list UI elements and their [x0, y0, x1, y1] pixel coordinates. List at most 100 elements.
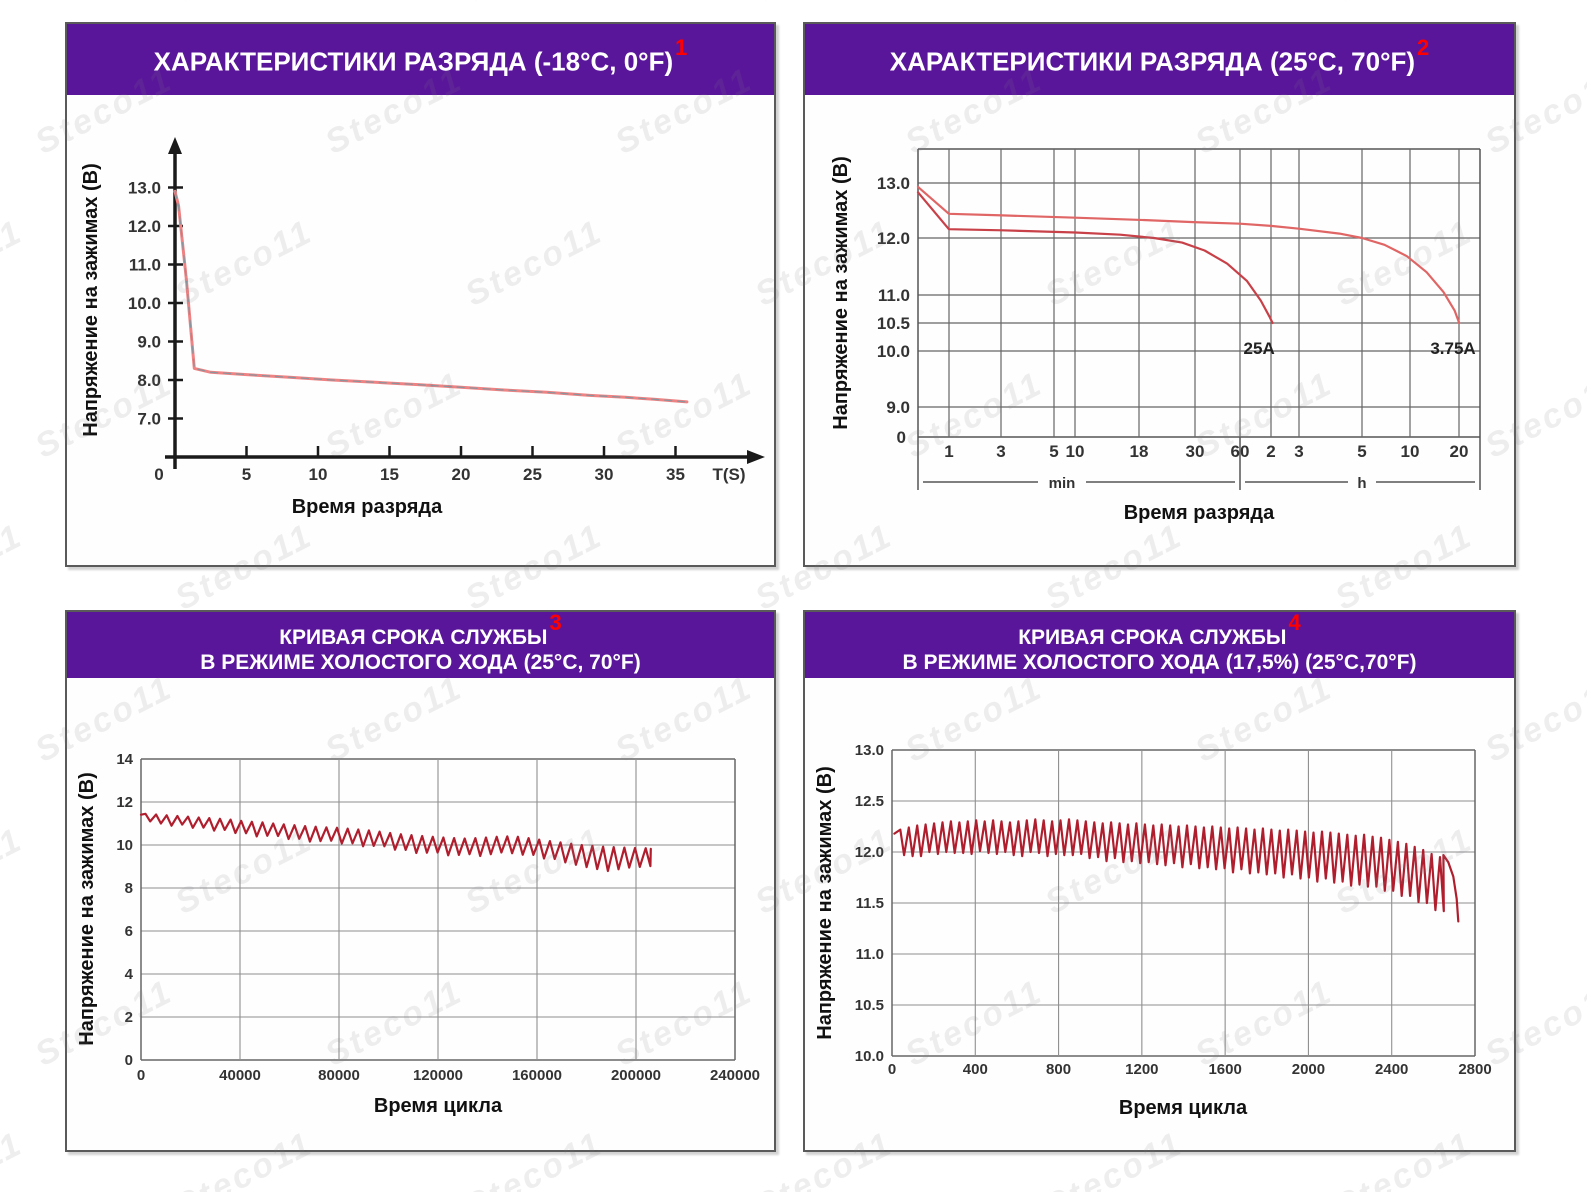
svg-text:5: 5: [1049, 442, 1058, 461]
svg-text:5: 5: [1357, 442, 1366, 461]
svg-text:8: 8: [125, 880, 133, 897]
svg-text:0: 0: [125, 1052, 133, 1069]
svg-text:0: 0: [137, 1067, 145, 1084]
svg-text:20: 20: [1450, 442, 1469, 461]
svg-text:25: 25: [523, 465, 542, 484]
chart-service-life-175: 10.0 10.5 11.0 11.5 12.0 12.5 13.0 0 400 800 1200 1…: [805, 678, 1514, 1150]
svg-text:h: h: [1357, 475, 1366, 492]
panel-header-service-life: КРИВАЯ СРОКА СЛУЖБЫ3 В РЕЖИМЕ ХОЛОСТОГО …: [67, 609, 774, 680]
svg-text:14: 14: [116, 751, 133, 768]
svg-text:0: 0: [154, 465, 163, 484]
svg-text:3: 3: [1294, 442, 1303, 461]
svg-text:13.0: 13.0: [855, 742, 884, 759]
chart-discharge-cold: 5 10 15 20 25 30 35 13.0 12.0 11.0 10.0 9.0 8.0 7.0 0 T…: [67, 95, 774, 565]
svg-text:10.5: 10.5: [877, 314, 910, 333]
svg-text:1600: 1600: [1208, 1061, 1241, 1078]
svg-text:min: min: [1049, 475, 1076, 492]
panel-service-life: КРИВАЯ СРОКА СЛУЖБЫ3 В РЕЖИМЕ ХОЛОСТОГО …: [65, 610, 776, 1152]
svg-text:35: 35: [666, 465, 685, 484]
header-footnote-number: 3: [549, 609, 562, 635]
svg-text:10.0: 10.0: [855, 1048, 884, 1065]
svg-text:15: 15: [380, 465, 399, 484]
panel-discharge-cold: ХАРАКТЕРИСТИКИ РАЗРЯДА (-18°C, 0°F)1 5 10…: [65, 22, 776, 567]
svg-text:10: 10: [116, 837, 133, 854]
svg-text:1200: 1200: [1125, 1061, 1158, 1078]
svg-text:11.0: 11.0: [129, 256, 161, 275]
watermark-text: Steco11: [169, 0, 319, 11]
svg-text:800: 800: [1046, 1061, 1071, 1078]
watermark-text: Steco11: [1039, 0, 1189, 11]
svg-text:10: 10: [1066, 442, 1085, 461]
svg-text:12: 12: [116, 794, 133, 811]
watermark-text: Steco11: [1329, 0, 1479, 11]
svg-text:11.0: 11.0: [856, 946, 884, 963]
svg-text:30: 30: [595, 465, 614, 484]
svg-text:Время разряда: Время разряда: [292, 496, 443, 518]
svg-text:80000: 80000: [318, 1067, 360, 1084]
panel-header-service-life-175: КРИВАЯ СРОКА СЛУЖБЫ4 В РЕЖИМЕ ХОЛОСТОГО …: [805, 609, 1514, 680]
chart-discharge-warm: 13.0 12.0 11.0 10.5 10.0 9.0 0 1 3 5 10 18 30 60 2 3 5 10…: [805, 95, 1514, 565]
svg-text:Напряжение на зажимах (В): Напряжение на зажимах (В): [80, 163, 102, 437]
svg-text:40000: 40000: [219, 1067, 261, 1084]
header-footnote-number: 2: [1417, 35, 1430, 61]
svg-text:10.0: 10.0: [128, 294, 161, 313]
svg-text:400: 400: [963, 1061, 988, 1078]
svg-text:2400: 2400: [1375, 1061, 1408, 1078]
watermark-text: Steco11: [459, 0, 609, 11]
svg-text:0: 0: [897, 428, 906, 447]
svg-text:Время разряда: Время разряда: [1124, 502, 1275, 524]
svg-text:12.5: 12.5: [855, 793, 884, 810]
svg-text:10.5: 10.5: [855, 997, 884, 1014]
svg-text:12.0: 12.0: [877, 229, 910, 248]
header-title: ХАРАКТЕРИСТИКИ РАЗРЯДА (25°C, 70°F): [889, 46, 1416, 77]
svg-text:10.0: 10.0: [877, 342, 910, 361]
panel-discharge-warm: ХАРАКТЕРИСТИКИ РАЗРЯДА (25°C, 70°F)2 13.…: [803, 22, 1516, 567]
header-footnote-number: 4: [1288, 609, 1301, 635]
svg-text:12.0: 12.0: [855, 844, 884, 861]
svg-text:18: 18: [1130, 442, 1149, 461]
svg-text:9.0: 9.0: [137, 333, 161, 352]
header-title-line1: КРИВАЯ СРОКА СЛУЖБЫ: [1018, 625, 1287, 649]
svg-text:2000: 2000: [1292, 1061, 1325, 1078]
watermark-text: Steco11: [0, 820, 30, 922]
panel-service-life-175: КРИВАЯ СРОКА СЛУЖБЫ4 В РЕЖИМЕ ХОЛОСТОГО …: [803, 610, 1516, 1152]
svg-text:3.75A: 3.75A: [1430, 339, 1475, 358]
svg-text:Время цикла: Время цикла: [1119, 1097, 1248, 1119]
header-footnote-number: 1: [675, 35, 688, 61]
svg-text:2: 2: [1266, 442, 1275, 461]
watermark-text: Steco11: [0, 0, 30, 11]
svg-text:7.0: 7.0: [137, 410, 161, 429]
svg-text:200000: 200000: [611, 1067, 661, 1084]
svg-text:5: 5: [242, 465, 251, 484]
svg-text:Напряжение на зажимах (В): Напряжение на зажимах (В): [814, 766, 836, 1040]
svg-text:120000: 120000: [413, 1067, 463, 1084]
svg-text:240000: 240000: [710, 1067, 760, 1084]
svg-text:11.0: 11.0: [878, 286, 910, 305]
svg-text:4: 4: [125, 966, 134, 983]
svg-text:13.0: 13.0: [877, 174, 910, 193]
header-title-line2: В РЕЖИМЕ ХОЛОСТОГО ХОДА (25°C, 70°F): [200, 650, 641, 674]
panel-header-discharge-warm: ХАРАКТЕРИСТИКИ РАЗРЯДА (25°C, 70°F)2: [805, 24, 1514, 97]
watermark-text: Steco11: [0, 516, 30, 618]
svg-text:20: 20: [452, 465, 471, 484]
watermark-text: Steco11: [0, 1124, 30, 1192]
header-title-line1: КРИВАЯ СРОКА СЛУЖБЫ: [279, 625, 548, 649]
svg-text:6: 6: [125, 923, 133, 940]
svg-text:11.5: 11.5: [856, 895, 884, 912]
svg-text:10: 10: [1401, 442, 1420, 461]
svg-text:13.0: 13.0: [128, 179, 161, 198]
svg-text:2: 2: [125, 1009, 133, 1026]
svg-text:Напряжение на зажимах (В): Напряжение на зажимах (В): [76, 772, 98, 1046]
svg-text:8.0: 8.0: [137, 371, 161, 390]
watermark-text: Steco11: [0, 212, 30, 314]
panel-header-discharge-cold: ХАРАКТЕРИСТИКИ РАЗРЯДА (-18°C, 0°F)1: [67, 24, 774, 97]
header-title-line2: В РЕЖИМЕ ХОЛОСТОГО ХОДА (17,5%) (25°C,70…: [902, 650, 1417, 674]
svg-text:Напряжение на зажимах (В): Напряжение на зажимах (В): [830, 156, 852, 430]
svg-text:30: 30: [1186, 442, 1205, 461]
watermark-text: Steco11: [749, 0, 899, 11]
svg-text:Время цикла: Время цикла: [374, 1095, 503, 1117]
svg-text:0: 0: [888, 1061, 896, 1078]
svg-text:12.0: 12.0: [128, 217, 161, 236]
svg-text:25A: 25A: [1244, 339, 1275, 358]
